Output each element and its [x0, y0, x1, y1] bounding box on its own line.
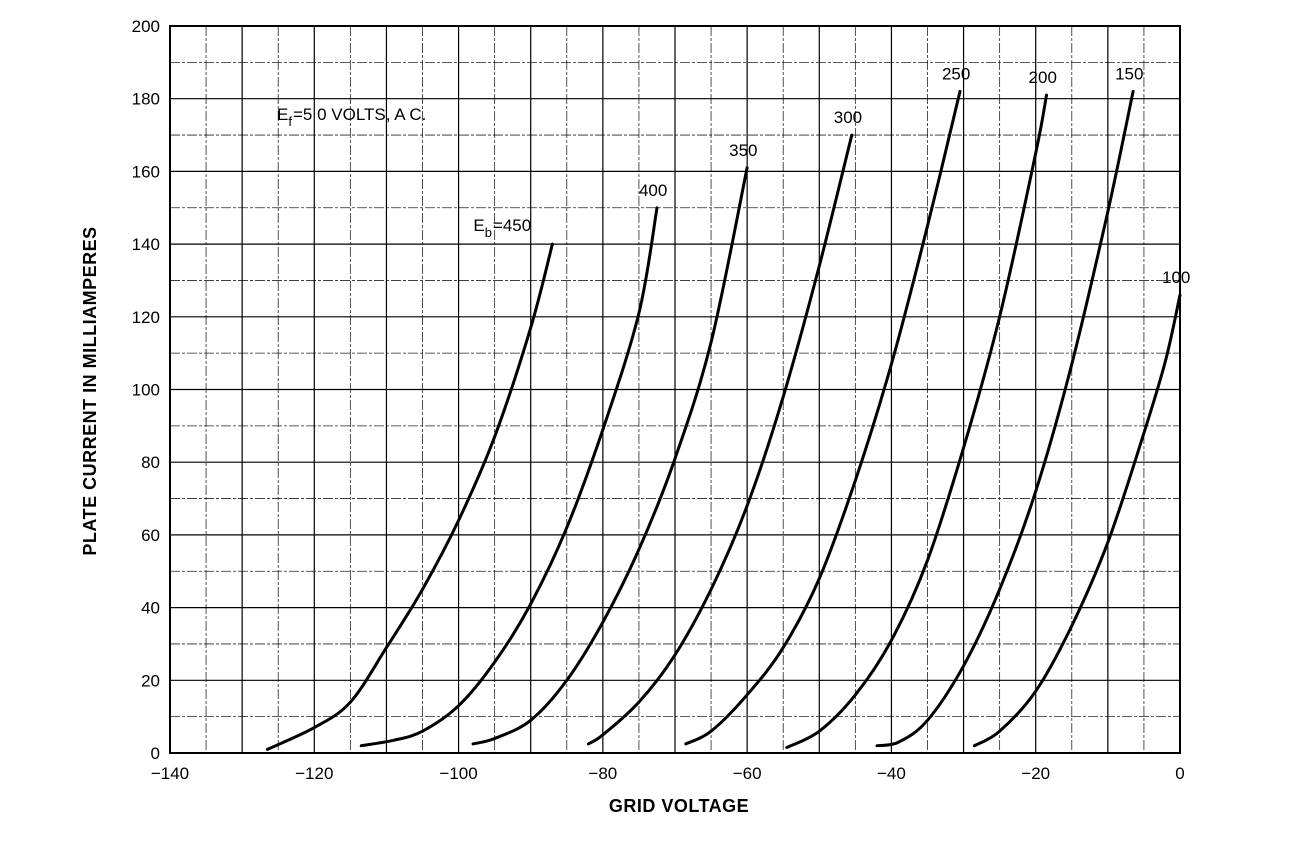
series-label-eb-300: 300 [834, 108, 862, 127]
curve-labels: Eb=450 400 350 300 250 200 150 100 [473, 64, 1190, 287]
x-tick-label: −20 [1021, 764, 1050, 783]
series-label-eb-100: 100 [1162, 268, 1190, 287]
series-line-eb-400 [359, 206, 659, 748]
curves [265, 89, 1182, 751]
x-tick-label: −120 [295, 764, 333, 783]
x-tick-label: −140 [151, 764, 189, 783]
series-label-eb-150: 150 [1115, 64, 1143, 83]
series-label-eb-250: 250 [942, 64, 970, 83]
x-tick-label: −40 [877, 764, 906, 783]
x-tick-label: 0 [1175, 764, 1184, 783]
series-line-eb-250 [684, 89, 962, 746]
grid [169, 25, 1181, 754]
series-label-eb-450: Eb=450 [473, 216, 531, 240]
tick-labels: −140 −120 −100 −80 −60 −40 −20 0 0 20 40 60 80 100 120… [132, 17, 1185, 783]
y-tick-label: 160 [132, 162, 160, 181]
series-line-eb-300 [586, 133, 854, 746]
series-label-eb-400: 400 [639, 181, 667, 200]
y-tick-label: 180 [132, 90, 160, 109]
series-line-eb-200 [785, 93, 1048, 749]
y-tick-label: 0 [151, 744, 160, 763]
y-tick-label: 100 [132, 381, 160, 400]
y-tick-label: 120 [132, 308, 160, 327]
series-line-eb-450 [265, 242, 554, 751]
y-tick-label: 200 [132, 17, 160, 36]
y-tick-label: 60 [141, 526, 160, 545]
x-tick-label: −60 [733, 764, 762, 783]
y-tick-label: 140 [132, 235, 160, 254]
x-tick-label: −100 [439, 764, 477, 783]
y-tick-label: 40 [141, 599, 160, 618]
x-axis-title: GRID VOLTAGE [609, 796, 749, 816]
series-line-eb-350 [471, 166, 749, 746]
series-label-eb-200: 200 [1029, 68, 1057, 87]
series-label-eb-350: 350 [729, 141, 757, 160]
series-line-eb-150 [875, 89, 1135, 748]
x-tick-label: −80 [588, 764, 617, 783]
y-tick-label: 80 [141, 453, 160, 472]
y-tick-label: 20 [141, 671, 160, 690]
y-axis-title: PLATE CURRENT IN MILLIAMPERES [80, 226, 100, 555]
plot-frame [169, 25, 1181, 754]
filament-voltage-annotation: Ef=5 0 VOLTS, A C. [277, 105, 426, 129]
series-line-eb-100 [972, 293, 1182, 748]
